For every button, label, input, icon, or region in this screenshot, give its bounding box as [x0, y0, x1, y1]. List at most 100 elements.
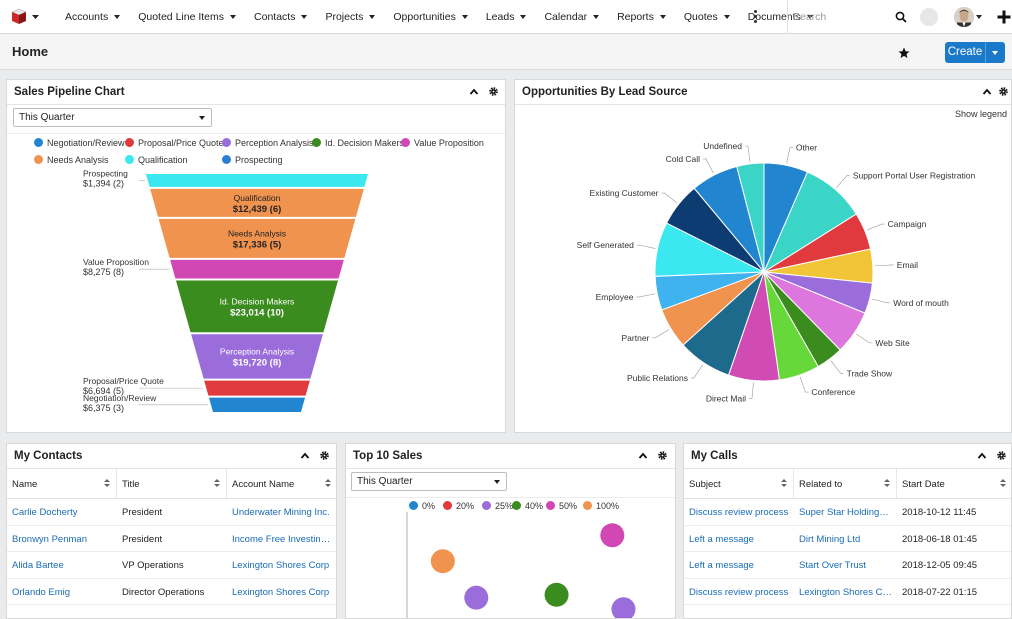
sort-icon[interactable] [781, 479, 787, 489]
nav-item-contacts[interactable]: Contacts [245, 0, 316, 34]
sort-icon[interactable] [884, 479, 890, 489]
cell-link-subject[interactable]: Left a message [689, 533, 754, 545]
legend-item-value-proposition[interactable]: Value Proposition [401, 138, 484, 148]
cell-link-account-name[interactable]: Income Free Investing LP [232, 533, 333, 545]
more-modules-icon[interactable] [751, 10, 759, 24]
gear-icon[interactable] [657, 450, 668, 461]
cell-link-subject[interactable]: Discuss review process [689, 507, 789, 518]
nav-item-opportunities[interactable]: Opportunities [384, 0, 476, 34]
collapse-chevron-up-icon[interactable] [638, 451, 648, 461]
funnel-stage-proposal-price-quote[interactable] [204, 380, 310, 396]
legend-item-proposal-price-quote[interactable]: Proposal/Price Quote [125, 138, 224, 148]
nav-item-quoted-line-items[interactable]: Quoted Line Items [129, 0, 245, 34]
column-header-subject[interactable]: Subject [684, 469, 794, 499]
gear-icon[interactable] [996, 450, 1007, 461]
scatter-point[interactable] [544, 582, 569, 607]
table-row: Left a message Start Over Trust 2018-12-05… [684, 552, 1011, 579]
pie-slice-label: Support Portal User Registration [853, 171, 976, 181]
search-icon[interactable] [895, 11, 907, 23]
nav-item-projects[interactable]: Projects [316, 0, 384, 34]
cell-link-related-to[interactable]: Start Over Trust [799, 560, 867, 571]
funnel-stage-value-proposition[interactable] [170, 259, 344, 279]
legend-item-perception-analysis[interactable]: Perception Analysis [222, 138, 314, 148]
collapse-chevron-up-icon[interactable] [469, 87, 479, 97]
collapse-chevron-up-icon[interactable] [977, 451, 987, 461]
gear-icon[interactable] [319, 450, 330, 461]
legend-item-qualification[interactable]: Qualification [125, 155, 188, 165]
funnel-stage-negotiation-review[interactable] [208, 397, 306, 412]
dashlet-title: Sales Pipeline Chart [14, 86, 125, 98]
collapse-chevron-up-icon[interactable] [300, 451, 310, 461]
cell-title: Director Operations [122, 586, 205, 598]
create-button-label[interactable]: Create [945, 42, 986, 63]
user-avatar[interactable] [954, 7, 974, 27]
legend-item-needs-analysis[interactable]: Needs Analysis [34, 155, 109, 165]
cell-link-subject[interactable]: Left a message [689, 560, 754, 571]
quick-create-plus-icon[interactable] [997, 10, 1011, 24]
cell-link-name[interactable]: Bronwyn Penman [12, 533, 87, 545]
nav-item-calendar[interactable]: Calendar [535, 0, 608, 34]
legend-item-id-decision-makers[interactable]: Id. Decision Makers [312, 138, 404, 148]
cell-link-name[interactable]: Carlie Docherty [12, 507, 78, 518]
nav-item-accounts[interactable]: Accounts [56, 0, 129, 34]
legend-item-50-percent[interactable]: 50% [546, 501, 577, 511]
legend-item-20-percent[interactable]: 20% [443, 501, 474, 511]
pie-slice-label: Cold Call [666, 154, 701, 164]
scatter-point[interactable] [600, 523, 625, 548]
funnel-stage-qualification[interactable] [150, 188, 364, 217]
column-header-start-date[interactable]: Start Date [897, 469, 1011, 499]
legend-item-100-percent[interactable]: 100% [583, 501, 619, 511]
sort-icon[interactable] [214, 479, 220, 489]
top-sales-period-select[interactable]: This Quarter [351, 472, 507, 491]
scatter-point[interactable] [611, 597, 636, 619]
legend-label: Id. Decision Makers [325, 138, 405, 148]
cell-link-account-name[interactable]: Lexington Shores Corp [232, 586, 330, 598]
gear-icon[interactable] [488, 86, 499, 97]
column-header-account-name[interactable]: Account Name [227, 469, 336, 499]
search-input[interactable] [793, 9, 888, 25]
legend-item-0-percent[interactable]: 0% [409, 501, 435, 511]
legend-item-prospecting[interactable]: Prospecting [222, 155, 283, 165]
notifications-icon[interactable] [920, 8, 938, 26]
collapse-chevron-up-icon[interactable] [982, 87, 992, 97]
cell-link-related-to[interactable]: Dirt Mining Ltd [799, 533, 861, 545]
funnel-stage-id-decision-makers[interactable] [175, 280, 339, 333]
scatter-point[interactable] [430, 549, 455, 574]
cell-link-name[interactable]: Alida Bartee [12, 560, 64, 571]
logo-menu[interactable] [10, 7, 46, 27]
cell-link-subject[interactable]: Discuss review process [689, 586, 789, 598]
favorite-star-icon[interactable] [898, 47, 910, 59]
column-header-title[interactable]: Title [117, 469, 227, 499]
dashlet-title: Opportunities By Lead Source [522, 86, 688, 98]
column-header-name[interactable]: Name [7, 469, 117, 499]
cell-link-account-name[interactable]: Lexington Shores Corp [232, 560, 330, 571]
create-dropdown-icon[interactable] [986, 42, 1005, 63]
show-legend-link[interactable]: Show legend [955, 109, 1008, 119]
funnel-stage-needs-analysis[interactable] [158, 218, 356, 258]
pie-slice-undefined[interactable] [736, 162, 765, 273]
pipeline-period-select[interactable]: This Quarter [13, 108, 212, 127]
create-button[interactable]: Create [945, 42, 1005, 63]
column-header-related-to[interactable]: Related to [794, 469, 897, 499]
nav-item-quotes[interactable]: Quotes [675, 0, 739, 34]
nav-item-leads[interactable]: Leads [477, 0, 536, 34]
cell-link-related-to[interactable]: Lexington Shores Corp [799, 586, 892, 598]
legend-item-25-percent[interactable]: 25% [482, 501, 513, 511]
sort-icon[interactable] [1000, 479, 1006, 489]
sort-icon[interactable] [104, 479, 110, 489]
funnel-stage-perception-analysis[interactable] [191, 334, 323, 379]
cell-link-related-to[interactable]: Super Star Holdings Inc [799, 507, 892, 518]
scatter-point[interactable] [464, 585, 489, 610]
funnel-stage-prospecting[interactable] [146, 174, 368, 187]
cell-link-name[interactable]: Orlando Emig [12, 586, 71, 598]
funnel-stage-value: $12,439 (6) [233, 204, 282, 215]
legend-item-40-percent[interactable]: 40% [512, 501, 543, 511]
user-menu-caret-icon[interactable] [976, 15, 982, 19]
nav-item-reports[interactable]: Reports [608, 0, 675, 34]
cell-link-account-name[interactable]: Underwater Mining Inc. [232, 507, 330, 518]
legend-item-negotiation-review[interactable]: Negotiation/Review [34, 138, 125, 148]
nav-item-label: Quotes [683, 11, 718, 23]
gear-icon[interactable] [998, 86, 1009, 97]
select-caret-icon [199, 116, 205, 120]
sort-icon[interactable] [325, 479, 331, 489]
